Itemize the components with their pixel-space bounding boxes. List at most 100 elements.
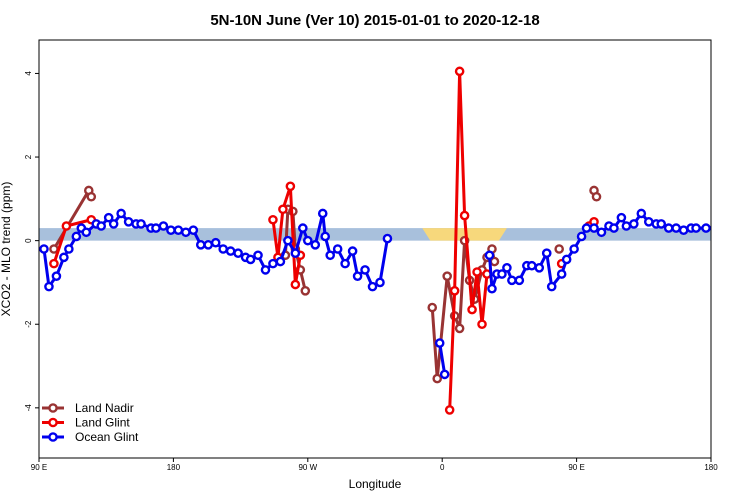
data-point: [116, 208, 126, 219]
data-point: [285, 181, 296, 192]
data-point: [556, 269, 567, 279]
data-point: [158, 221, 169, 231]
data-point: [173, 225, 184, 235]
data-point: [290, 248, 301, 258]
series-ocean-glint: [39, 208, 711, 380]
data-point: [663, 223, 674, 233]
data-point: [283, 235, 293, 246]
x-axis-ticks: 90 E 180 90 W 0 90 E 180: [31, 458, 718, 472]
data-point: [643, 217, 654, 227]
data-point: [459, 210, 470, 221]
chart-title: 5N-10N June (Ver 10) 2015-01-01 to 2020-…: [210, 12, 539, 29]
x-tick-label: 90 E: [31, 463, 47, 472]
x-tick-label: 0: [440, 463, 445, 472]
legend-item: Ocean Glint: [42, 430, 139, 444]
data-point: [502, 263, 512, 273]
data-point: [514, 275, 525, 286]
data-point: [218, 244, 228, 254]
y-tick-label: 2: [24, 154, 33, 159]
data-point: [487, 283, 497, 294]
data-point: [310, 240, 321, 250]
data-point: [621, 221, 632, 231]
data-point: [210, 237, 221, 248]
data-point: [432, 373, 443, 384]
data-point: [325, 250, 336, 261]
data-point: [108, 219, 119, 229]
x-tick-label: 180: [704, 463, 718, 472]
data-point: [260, 265, 271, 275]
legend-item: Land Glint: [42, 416, 130, 430]
data-point: [51, 271, 62, 281]
data-point: [561, 254, 572, 265]
data-point: [71, 231, 82, 242]
y-tick-label: 4: [24, 71, 33, 76]
data-point: [81, 227, 92, 238]
data-point: [527, 260, 537, 271]
data-point: [449, 285, 460, 296]
y-tick-label: 0: [24, 238, 33, 243]
data-point: [253, 250, 263, 261]
legend-label: Land Nadir: [75, 401, 134, 415]
x-tick-label: 90 E: [568, 463, 584, 472]
data-point: [609, 223, 619, 233]
data-point: [554, 244, 564, 254]
data-point: [49, 258, 59, 269]
data-point: [166, 225, 176, 235]
data-point: [44, 281, 54, 292]
data-point: [136, 219, 146, 229]
data-point: [467, 304, 477, 315]
data-point: [656, 219, 667, 229]
data-point: [454, 323, 465, 334]
data-point: [332, 244, 343, 254]
data-point: [678, 225, 689, 235]
data-point: [298, 223, 308, 233]
data-point: [245, 254, 256, 265]
data-point: [691, 223, 701, 233]
data-point: [317, 208, 328, 219]
data-point: [427, 302, 438, 313]
data-point: [195, 240, 206, 250]
data-point: [439, 369, 450, 380]
data-point: [569, 244, 579, 254]
data-point: [96, 221, 107, 231]
data-point: [268, 214, 278, 225]
y-tick-label: -2: [24, 320, 33, 328]
data-point: [629, 219, 639, 229]
data-point: [589, 223, 599, 233]
data-point: [64, 244, 74, 254]
data-point: [123, 217, 134, 227]
data-point: [591, 191, 602, 202]
data-point: [375, 277, 385, 288]
legend-label: Land Glint: [75, 416, 130, 430]
x-tick-label: 180: [167, 463, 181, 472]
data-point: [360, 265, 370, 275]
data-point: [59, 252, 69, 263]
data-point: [367, 281, 378, 292]
data-point: [340, 258, 350, 269]
series-layer: [39, 66, 711, 415]
data-point: [300, 285, 311, 296]
data-point: [434, 338, 445, 348]
legend-marker: [48, 417, 58, 428]
legend-label: Ocean Glint: [75, 430, 139, 444]
data-point: [203, 240, 214, 250]
y-axis-ticks: -4 -2 0 2 4: [24, 71, 39, 412]
plot-frame: [38, 39, 712, 459]
data-point: [541, 248, 552, 258]
data-point: [581, 223, 592, 233]
data-point: [534, 263, 545, 273]
data-point: [39, 244, 49, 254]
data-point: [382, 233, 393, 244]
data-point: [302, 235, 313, 246]
y-tick-label: -4: [24, 404, 33, 412]
data-point: [484, 250, 495, 261]
data-point: [347, 246, 358, 256]
series-line: [448, 69, 489, 410]
data-point: [103, 212, 114, 223]
data-point: [444, 405, 455, 415]
data-point: [61, 221, 72, 231]
data-point: [636, 208, 647, 219]
x-tick-label: 90 W: [298, 463, 317, 472]
